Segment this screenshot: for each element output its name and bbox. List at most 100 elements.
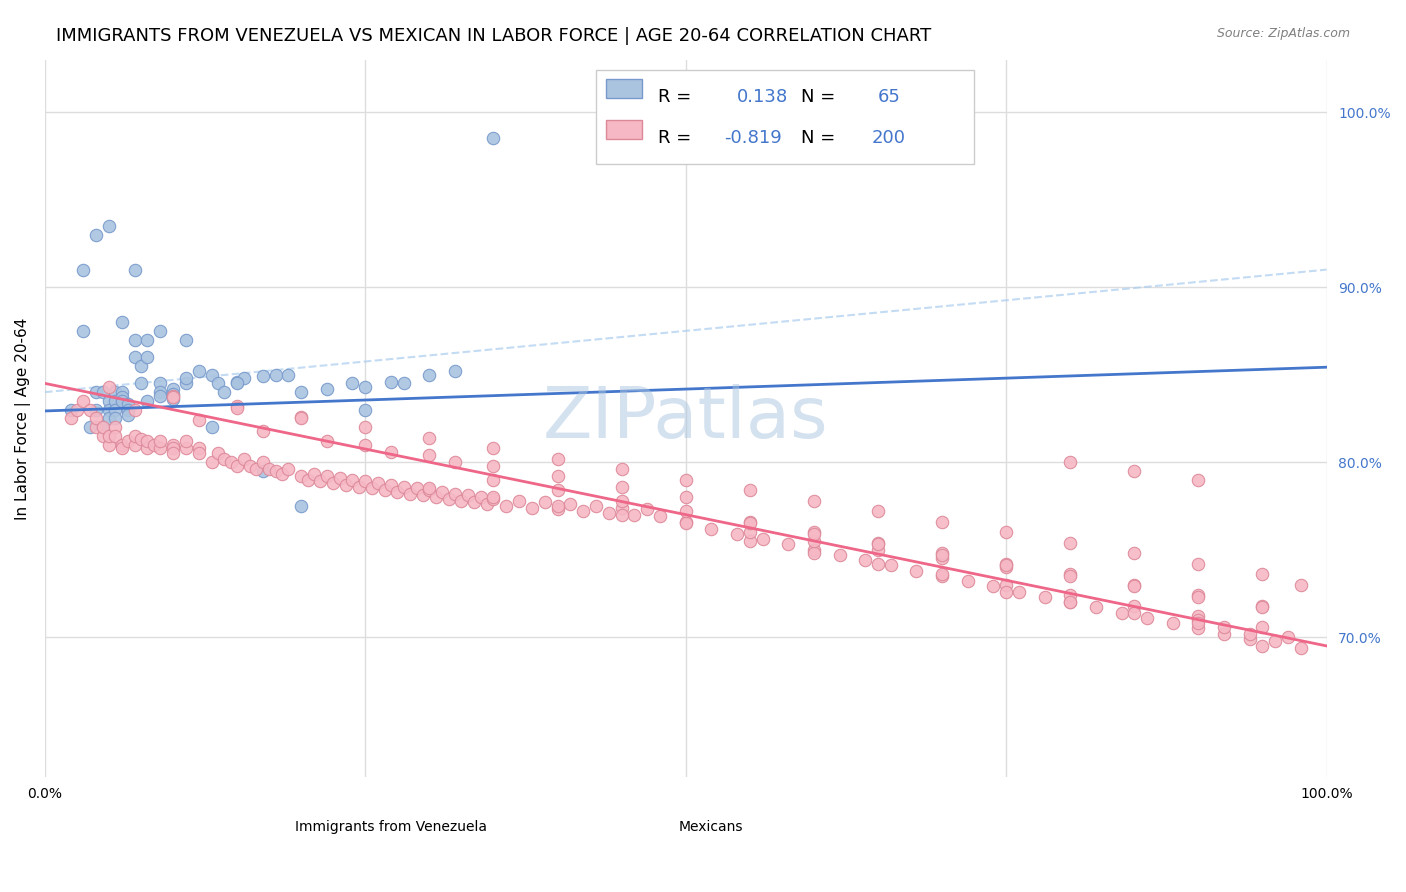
Point bbox=[309, 475, 332, 489]
Point bbox=[418, 482, 440, 496]
Point bbox=[290, 411, 312, 425]
Point bbox=[880, 558, 903, 573]
Point bbox=[111, 315, 134, 329]
Text: R =: R = bbox=[658, 88, 696, 106]
Point bbox=[1033, 590, 1056, 604]
Point bbox=[1059, 588, 1081, 602]
Point bbox=[1289, 640, 1312, 655]
Point bbox=[174, 441, 197, 455]
Point bbox=[380, 444, 402, 458]
Point bbox=[392, 376, 415, 391]
Point bbox=[315, 382, 337, 396]
Point bbox=[98, 219, 121, 233]
Point bbox=[117, 397, 139, 411]
Point bbox=[111, 391, 134, 405]
Point bbox=[232, 451, 254, 466]
Point bbox=[1059, 567, 1081, 582]
Point bbox=[547, 469, 569, 483]
Point bbox=[329, 471, 352, 485]
Point bbox=[136, 441, 159, 455]
Point bbox=[803, 493, 825, 508]
Point bbox=[1123, 606, 1146, 620]
Point bbox=[187, 446, 209, 460]
Point bbox=[98, 393, 121, 408]
Point bbox=[432, 484, 454, 499]
Point bbox=[84, 420, 107, 434]
Point bbox=[444, 455, 467, 469]
Point bbox=[418, 483, 440, 497]
Point bbox=[91, 420, 114, 434]
Point bbox=[111, 385, 134, 400]
Point bbox=[84, 402, 107, 417]
Point bbox=[79, 420, 101, 434]
Point bbox=[610, 508, 633, 522]
Point bbox=[444, 364, 467, 378]
Point bbox=[1123, 579, 1146, 593]
Point bbox=[866, 535, 889, 549]
Point bbox=[315, 469, 337, 483]
Point bbox=[98, 437, 121, 451]
Text: 200: 200 bbox=[872, 129, 905, 147]
Point bbox=[995, 560, 1018, 574]
Point bbox=[124, 350, 146, 364]
Point bbox=[700, 522, 723, 536]
Point bbox=[354, 475, 377, 489]
Point bbox=[956, 574, 979, 589]
Point bbox=[380, 375, 402, 389]
Point bbox=[482, 491, 505, 506]
Point bbox=[200, 420, 222, 434]
Point bbox=[142, 437, 165, 451]
Point bbox=[257, 462, 280, 476]
Point bbox=[853, 553, 876, 567]
Point bbox=[226, 375, 249, 389]
Point bbox=[1251, 620, 1274, 634]
Point bbox=[373, 483, 395, 497]
Point bbox=[803, 533, 825, 548]
Point bbox=[866, 537, 889, 551]
Point bbox=[1059, 569, 1081, 583]
Point bbox=[751, 532, 773, 546]
Point bbox=[264, 464, 287, 478]
Point bbox=[354, 380, 377, 394]
Point bbox=[104, 420, 127, 434]
Point bbox=[111, 437, 134, 451]
Point bbox=[124, 437, 146, 451]
Point bbox=[207, 446, 229, 460]
Point bbox=[738, 533, 761, 548]
FancyBboxPatch shape bbox=[596, 70, 974, 163]
Point bbox=[226, 458, 249, 473]
Point bbox=[290, 469, 312, 483]
Point bbox=[495, 499, 517, 513]
Point bbox=[360, 482, 382, 496]
Text: IMMIGRANTS FROM VENEZUELA VS MEXICAN IN LABOR FORCE | AGE 20-64 CORRELATION CHAR: IMMIGRANTS FROM VENEZUELA VS MEXICAN IN … bbox=[56, 27, 932, 45]
Point bbox=[905, 564, 928, 578]
FancyBboxPatch shape bbox=[602, 815, 634, 831]
Point bbox=[1277, 630, 1299, 644]
Point bbox=[623, 508, 645, 522]
Point bbox=[342, 473, 364, 487]
Point bbox=[226, 399, 249, 413]
Point bbox=[297, 473, 319, 487]
Point bbox=[738, 516, 761, 531]
Point bbox=[1059, 455, 1081, 469]
Point bbox=[290, 385, 312, 400]
Point bbox=[457, 488, 479, 502]
Point bbox=[1187, 588, 1209, 602]
Point bbox=[648, 509, 671, 524]
Point bbox=[252, 369, 274, 384]
Point bbox=[354, 420, 377, 434]
Point bbox=[124, 402, 146, 417]
Point bbox=[290, 409, 312, 424]
Point bbox=[738, 525, 761, 540]
Point bbox=[98, 429, 121, 443]
Point bbox=[214, 385, 236, 400]
FancyBboxPatch shape bbox=[606, 120, 643, 138]
Point bbox=[129, 359, 152, 373]
Point bbox=[252, 464, 274, 478]
Point bbox=[98, 380, 121, 394]
Point bbox=[803, 542, 825, 557]
Point bbox=[547, 502, 569, 516]
Point bbox=[380, 478, 402, 492]
Point bbox=[418, 431, 440, 445]
Point bbox=[207, 376, 229, 391]
